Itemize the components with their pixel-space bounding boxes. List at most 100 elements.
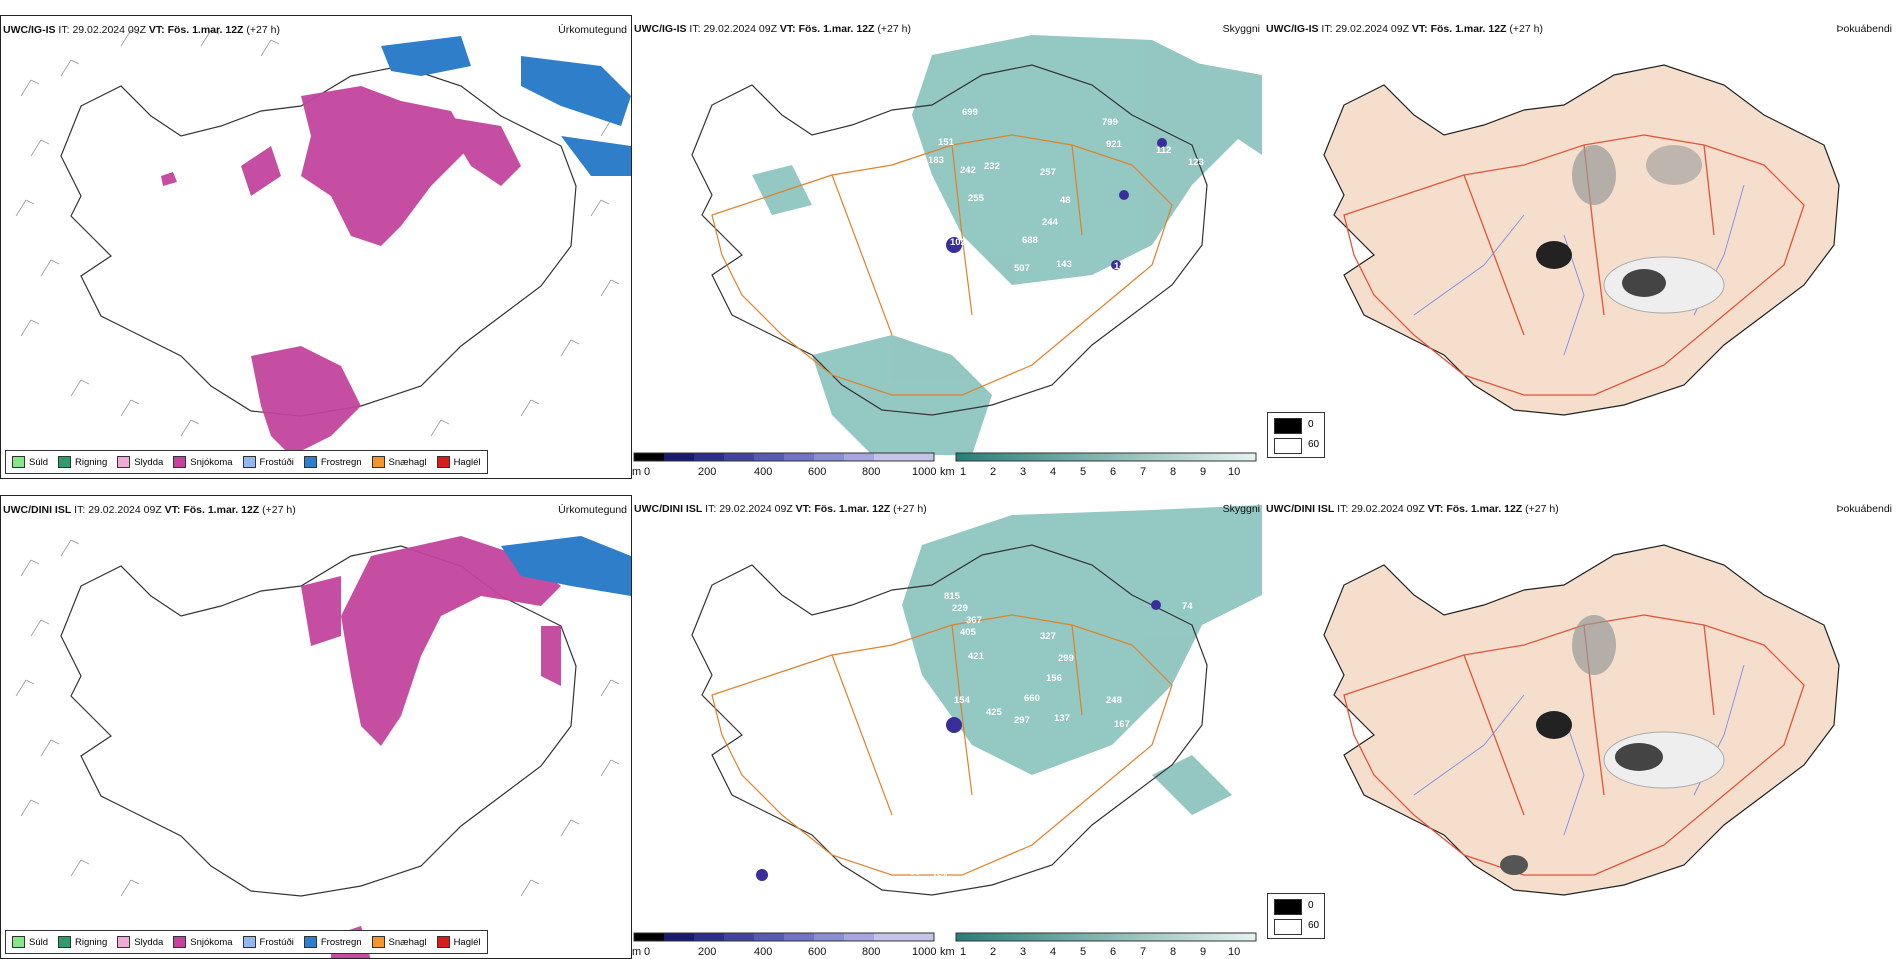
visibility-tick: 4	[1050, 466, 1056, 478]
road-network	[711, 134, 1173, 396]
visibility-tick: 1	[960, 946, 966, 958]
visibility-value: 151	[938, 137, 955, 148]
legend-swatch	[371, 456, 385, 468]
visibility-panel-row2: 815 229 367 405 421 327 299 156 660 425 …	[632, 495, 1264, 959]
visibility-tick: 5	[1080, 946, 1086, 958]
panel-label: Úrkomutegund	[558, 504, 627, 516]
visibility-value: 421	[968, 651, 985, 662]
visibility-value: 405	[960, 627, 977, 638]
visibility-value: 232	[984, 161, 1000, 172]
visibility-tick: 3	[1020, 466, 1026, 478]
panel-label: Skyggni	[1222, 23, 1260, 35]
visibility-value: 327	[1040, 631, 1056, 642]
visibility-tick: 3	[1020, 946, 1026, 958]
precip-type-panel-row2: UWC/DINI ISL IT: 29.02.2024 09Z VT: Fös.…	[0, 495, 632, 959]
legend-swatch	[173, 456, 187, 468]
panel-label: Skyggni	[1222, 503, 1260, 515]
ceiling-scale: m 0 200 400 600 800 1000	[632, 932, 936, 958]
legend-item: Frostregn	[303, 936, 362, 948]
panel-title: UWC/DINI ISL IT: 29.02.2024 09Z VT: Fös.…	[3, 504, 296, 516]
snow-areas	[161, 86, 521, 456]
low-visibility-areas	[902, 505, 1262, 815]
visibility-tick: 8	[1170, 946, 1176, 958]
visibility-tick: 7	[1140, 946, 1146, 958]
fog-panel-row1: UWC/IG-IS IT: 29.02.2024 09Z VT: Fös. 1.…	[1264, 15, 1896, 479]
panel-label: Þokuábendi	[1836, 503, 1892, 515]
visibility-value: 257	[1040, 167, 1056, 178]
visibility-value: 921	[1106, 139, 1123, 150]
precip-type-map	[15, 536, 631, 958]
legend-swatch	[12, 936, 25, 948]
legend-swatch	[242, 456, 256, 468]
ceiling-tick: 600	[808, 946, 826, 958]
legend-item: Súld	[12, 456, 48, 468]
panel-title: UWC/IG-IS IT: 29.02.2024 09Z VT: Fös. 1.…	[3, 24, 280, 36]
visibility-unit: km	[940, 466, 955, 478]
ceiling-unit: m	[632, 946, 641, 958]
visibility-value: 99	[910, 867, 921, 878]
legend-item: Rigning	[58, 936, 107, 948]
fog-legend: 0 60	[1267, 412, 1325, 458]
fog-legend-swatch	[1274, 899, 1302, 915]
visibility-value: 143	[1056, 259, 1072, 270]
visibility-value: 367	[966, 615, 982, 626]
legend-swatch	[303, 456, 317, 468]
ceiling-scale: m 0 200 400 600 800 1000	[632, 452, 936, 478]
fog-panel-row2: UWC/DINI ISL IT: 29.02.2024 09Z VT: Fös.…	[1264, 495, 1896, 959]
visibility-value: 799	[1102, 117, 1118, 128]
visibility-value: 183	[928, 155, 944, 166]
visibility-tick: 6	[1110, 466, 1116, 478]
visibility-value: 167	[1114, 719, 1130, 730]
visibility-tick: 7	[1140, 466, 1146, 478]
ceiling-tick: 0	[644, 946, 650, 958]
precip-legend: Súld Rigning Slydda Snjókoma Frostúði Fr…	[5, 450, 488, 474]
fog-legend-swatch	[1274, 418, 1302, 434]
visibility-value: 204	[864, 181, 881, 192]
fog-map	[1323, 544, 1840, 896]
legend-swatch	[58, 456, 72, 468]
ceiling-tick: 200	[698, 466, 716, 478]
legend-item: Snæhagl	[371, 936, 427, 948]
ceiling-tick: 400	[754, 946, 772, 958]
legend-item: Slydda	[117, 936, 163, 948]
ceiling-tick: 1000	[912, 466, 936, 478]
fog-legend-swatch	[1274, 438, 1302, 454]
visibility-tick: 5	[1080, 466, 1086, 478]
legend-swatch	[173, 936, 187, 948]
visibility-value: 191	[894, 699, 911, 710]
visibility-value: 248	[1106, 695, 1122, 706]
visibility-value: 815	[944, 591, 961, 602]
legend-item: Snæhagl	[371, 456, 427, 468]
legend-swatch	[12, 456, 25, 468]
visibility-value: 255	[968, 193, 985, 204]
visibility-tick: 2	[990, 466, 996, 478]
precip-legend: Súld Rigning Slydda Snjókoma Frostúði Fr…	[5, 930, 488, 954]
precip-type-map	[15, 29, 631, 456]
ceiling-tick: 0	[644, 466, 650, 478]
ceiling-tick: 1000	[912, 946, 936, 958]
fog-legend: 0 60	[1267, 893, 1325, 939]
visibility-value: 143	[1114, 261, 1130, 272]
iceland-outline	[60, 545, 577, 897]
fog-map	[1323, 64, 1840, 416]
visibility-value: 137	[1054, 713, 1070, 724]
legend-item: Haglél	[436, 456, 481, 468]
visibility-value: 688	[1022, 235, 1038, 246]
legend-item: Frostregn	[303, 456, 362, 468]
visibility-value: 299	[1058, 653, 1074, 664]
visibility-tick: 2	[990, 946, 996, 958]
panel-title: UWC/IG-IS IT: 29.02.2024 09Z VT: Fös. 1.…	[634, 23, 911, 35]
visibility-map: 699 799 921 151 183 242 232 255 204 112 …	[691, 35, 1262, 455]
visibility-value: 660	[1024, 693, 1040, 704]
legend-swatch	[371, 936, 385, 948]
visibility-value: 102	[950, 237, 966, 248]
freezing-rain-areas	[501, 536, 631, 596]
ceiling-unit: m	[632, 466, 641, 478]
visibility-value: 242	[960, 165, 976, 176]
visibility-value: 164	[932, 871, 949, 882]
iceland-outline	[691, 64, 1208, 416]
low-ceiling-areas	[756, 600, 1161, 881]
fog-legend-swatch	[1274, 919, 1302, 935]
color-scales: m 0 200 400 600 800 1000 km 1 2 3 4 5 6 …	[632, 452, 1257, 478]
visibility-tick: 1	[960, 466, 966, 478]
